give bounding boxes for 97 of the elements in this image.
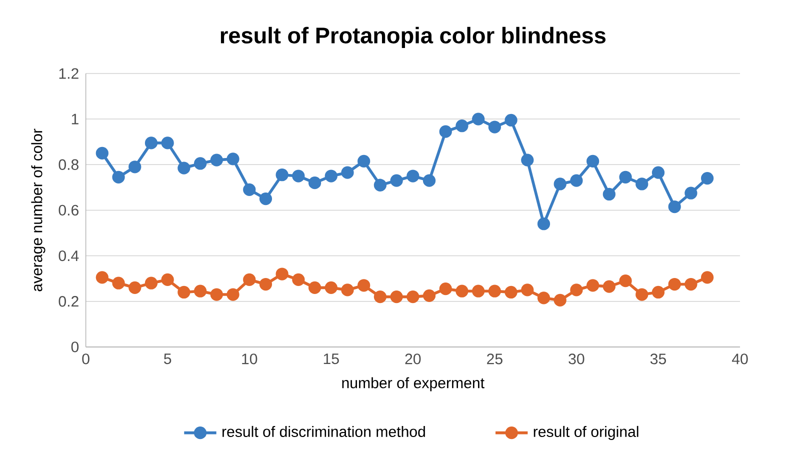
point — [210, 154, 223, 166]
point — [406, 290, 420, 304]
point — [586, 279, 600, 292]
point — [684, 186, 698, 200]
point — [243, 273, 256, 286]
point — [112, 276, 125, 290]
y-tick-label: 0.8 — [58, 159, 78, 170]
x-tick-label: 10 — [242, 354, 258, 364]
point — [456, 120, 468, 132]
point — [292, 170, 305, 182]
point — [554, 178, 566, 190]
point — [554, 294, 566, 307]
point — [700, 172, 714, 185]
y-tick-label: 1 — [72, 114, 78, 124]
point — [422, 289, 436, 302]
point — [504, 286, 518, 299]
point — [636, 288, 648, 301]
point — [521, 284, 534, 296]
point — [374, 290, 387, 304]
point — [390, 290, 403, 304]
y-tick-label: 0.4 — [58, 250, 79, 262]
point — [259, 278, 272, 291]
point — [472, 284, 485, 298]
point — [128, 281, 142, 294]
y-tick-label: 1.2 — [59, 68, 78, 79]
x-tick-label: 40 — [732, 354, 748, 364]
x-tick-label: 5 — [164, 354, 172, 364]
point — [570, 284, 583, 296]
point — [128, 160, 142, 174]
point — [668, 278, 681, 291]
point — [243, 183, 256, 196]
point — [570, 174, 583, 187]
point — [700, 271, 714, 284]
point — [602, 280, 616, 293]
point — [144, 136, 158, 150]
point — [178, 286, 190, 299]
y-axis-title: average number of color — [31, 128, 46, 292]
y-tick-label: 0.6 — [58, 204, 78, 216]
point — [504, 114, 518, 127]
point — [456, 284, 468, 298]
point — [488, 120, 501, 134]
point — [144, 276, 158, 290]
point — [439, 125, 452, 138]
point — [537, 292, 550, 304]
point — [472, 112, 485, 126]
legend-label: result of original — [534, 426, 638, 440]
point — [324, 281, 338, 294]
point — [178, 162, 190, 174]
point — [308, 281, 322, 294]
point — [406, 170, 420, 182]
y-tick-label: 0 — [71, 342, 79, 352]
point — [308, 176, 322, 190]
x-axis-title: number of experment — [342, 377, 484, 392]
point — [96, 271, 108, 284]
x-tick-label: 20 — [405, 354, 421, 364]
point — [276, 268, 288, 280]
point — [636, 178, 648, 190]
y-tick-label: 0.2 — [58, 296, 78, 307]
point — [194, 284, 207, 298]
point — [276, 168, 288, 182]
point — [439, 282, 452, 296]
point — [341, 284, 354, 296]
point — [324, 170, 338, 182]
point — [684, 278, 698, 291]
point — [586, 154, 600, 168]
point — [358, 279, 370, 292]
x-tick-label: 30 — [568, 354, 584, 364]
point — [521, 154, 534, 166]
point — [537, 218, 550, 230]
point — [390, 174, 403, 187]
point — [112, 170, 125, 184]
point — [668, 200, 681, 214]
point — [292, 273, 305, 286]
x-tick-label: 35 — [650, 354, 666, 364]
chart-title: result of Protanopia color blindness — [220, 26, 606, 48]
point — [341, 166, 354, 179]
x-tick-label: 0 — [82, 354, 90, 364]
point — [619, 170, 632, 184]
point — [161, 136, 174, 150]
point — [194, 157, 207, 170]
point — [374, 178, 387, 192]
point — [96, 146, 108, 160]
point — [652, 286, 665, 299]
point — [488, 284, 501, 298]
point — [210, 288, 223, 301]
point — [652, 166, 665, 179]
point — [161, 273, 174, 286]
legend-label: result of discrimination method — [222, 426, 425, 438]
point — [602, 188, 616, 201]
point — [358, 154, 370, 168]
point — [226, 288, 240, 301]
point — [422, 174, 436, 187]
x-tick-label: 15 — [324, 354, 339, 364]
point — [226, 152, 240, 166]
point — [619, 274, 632, 288]
point — [259, 192, 272, 206]
x-tick-label: 25 — [487, 354, 502, 364]
